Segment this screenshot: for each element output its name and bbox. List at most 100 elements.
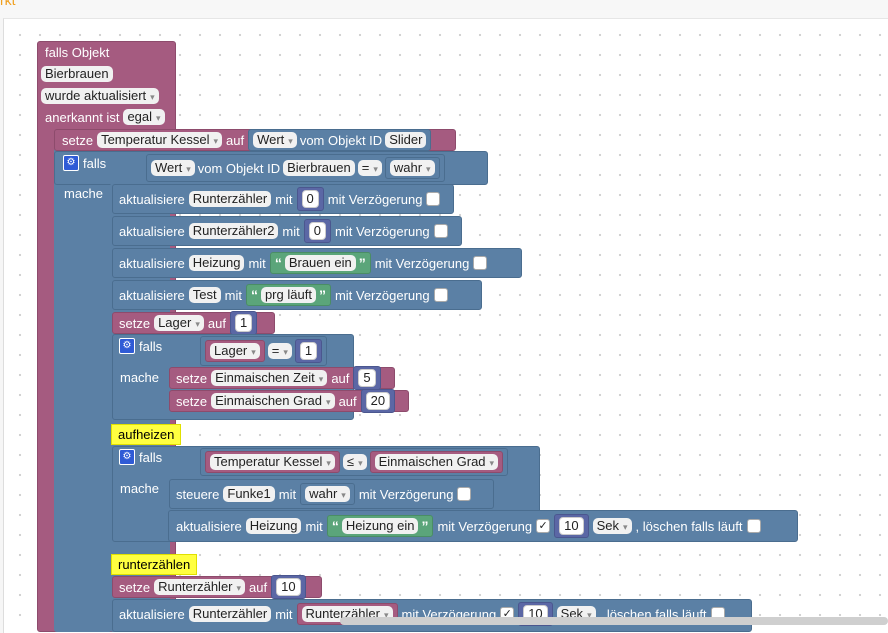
if3-mache-label: mache xyxy=(120,480,160,496)
if3-upd-num[interactable]: 10 xyxy=(559,517,584,535)
gear-icon[interactable]: ⚙ xyxy=(119,449,135,465)
if3-b-block[interactable]: Einmaischen Grad xyxy=(369,451,504,473)
if2-seta-auf: auf xyxy=(331,370,350,386)
checkmark-icon[interactable]: ✓ xyxy=(536,519,551,533)
setze3-auf: auf xyxy=(249,579,268,595)
vom-objekt-label: vom Objekt ID xyxy=(299,132,383,148)
if2-setb-var-dropdown[interactable]: Einmaischen Grad xyxy=(211,393,335,409)
setze2-value[interactable]: 1 xyxy=(234,314,253,332)
if2-seta-value[interactable]: 5 xyxy=(358,369,376,387)
setze2-number-block[interactable]: 1 xyxy=(229,311,258,335)
close-quote-icon: ” xyxy=(421,518,429,534)
gear-icon[interactable]: ⚙ xyxy=(63,155,79,171)
upd3-object-field[interactable]: Heizung xyxy=(188,255,245,271)
horizontal-scrollbar[interactable] xyxy=(340,617,888,625)
upd3-delay-checkbox[interactable] xyxy=(473,256,488,270)
update-runterzaehler2-block[interactable] xyxy=(112,216,462,246)
upd2-value[interactable]: 0 xyxy=(308,222,326,240)
upd4-delay-label: mit Verzögerung xyxy=(334,287,430,303)
if1-bool-dropdown[interactable]: wahr xyxy=(389,160,435,176)
if3-operator-dropdown[interactable]: ≤ xyxy=(342,454,367,470)
upd1-number-block[interactable]: 0 xyxy=(296,187,324,211)
if3-a-block[interactable]: Temperatur Kessel xyxy=(205,451,340,473)
upd1-value[interactable]: 0 xyxy=(301,190,319,208)
update-runterzaehler-block[interactable] xyxy=(112,184,454,214)
comment-aufheizen[interactable]: aufheizen xyxy=(111,424,182,445)
if1-bool-block[interactable]: wahr xyxy=(384,157,440,179)
upd3-delay-label: mit Verzögerung xyxy=(374,255,470,271)
if1-vom-label: vom Objekt ID xyxy=(197,160,281,176)
setze-keyword: setze xyxy=(62,132,94,148)
upd2-number-block[interactable]: 0 xyxy=(303,219,331,243)
trigger-event-dropdown[interactable]: wurde aktualisiert xyxy=(41,88,159,104)
if1-operator-dropdown[interactable]: = xyxy=(357,160,382,176)
comment-runterzaehlen[interactable]: runterzählen xyxy=(111,554,198,575)
if1-mache-label: mache xyxy=(64,185,104,201)
upd4-text-block[interactable]: “ prg läuft ” xyxy=(245,284,331,306)
steuere-object-field[interactable]: Funke1 xyxy=(223,486,275,502)
slider-object-field[interactable]: Slider xyxy=(385,132,427,148)
if2-number-block[interactable]: 1 xyxy=(294,339,323,363)
if3-upd-clear-checkbox[interactable] xyxy=(746,519,761,533)
if3-upd-number-block[interactable]: 10 xyxy=(554,514,589,538)
if2-setb-value[interactable]: 20 xyxy=(365,392,391,410)
if3-upd-unit-dropdown[interactable]: Sek xyxy=(592,518,632,534)
if2-var-dropdown[interactable]: Lager xyxy=(210,343,260,359)
upd1-mit: mit xyxy=(275,191,293,207)
upd4-text-value[interactable]: prg läuft xyxy=(260,287,316,303)
if2-var-block[interactable]: Lager xyxy=(205,340,265,362)
wert-dropdown[interactable]: Wert xyxy=(253,132,297,148)
if3-condition-block[interactable]: Temperatur Kessel ≤ Einmaischen Grad xyxy=(200,448,509,476)
setze3-keyword: setze xyxy=(119,579,151,595)
gear-icon[interactable]: ⚙ xyxy=(119,338,135,354)
wert-vom-objekt-block[interactable]: Wert vom Objekt ID Slider xyxy=(248,129,432,151)
if2-condition-block[interactable]: Lager = 1 xyxy=(200,336,328,366)
upd4-mit: mit xyxy=(224,287,242,303)
steuere-delay-checkbox[interactable] xyxy=(457,487,472,501)
trigger-title: falls Objekt xyxy=(45,44,110,60)
auf-keyword: auf xyxy=(226,132,245,148)
close-quote-icon: ” xyxy=(318,287,326,303)
if3-a-dropdown[interactable]: Temperatur Kessel xyxy=(210,454,335,470)
setze2-var-dropdown[interactable]: Lager xyxy=(154,315,204,331)
if2-value[interactable]: 1 xyxy=(299,342,318,360)
upd4-delay-checkbox[interactable] xyxy=(433,288,448,302)
setze3-var-dropdown[interactable]: Runterzähler xyxy=(154,579,246,595)
if2-setb-number-block[interactable]: 20 xyxy=(360,389,396,413)
ack-label: anerkannt ist xyxy=(45,109,120,125)
if3-upd-text-value[interactable]: Heizung ein xyxy=(341,518,419,534)
close-quote-icon: ” xyxy=(358,255,366,271)
upd1-delay-checkbox[interactable] xyxy=(426,192,441,206)
upd2-object-field[interactable]: Runterzähler2 xyxy=(188,223,279,239)
open-quote-icon: “ xyxy=(331,518,339,534)
steuere-bool-dropdown[interactable]: wahr xyxy=(305,486,350,502)
upd3-text-block[interactable]: “ Brauen ein ” xyxy=(269,252,371,274)
trigger-object-field[interactable]: Bierbrauen xyxy=(41,66,113,82)
upd2-delay-checkbox[interactable] xyxy=(433,224,448,238)
ack-dropdown[interactable]: egal xyxy=(123,109,165,125)
upd1-keyword: aktualisiere xyxy=(119,191,185,207)
setze2-keyword: setze xyxy=(119,315,151,331)
if2-operator-dropdown[interactable]: = xyxy=(267,343,292,359)
if1-condition-block[interactable]: Wert vom Objekt ID Bierbrauen = wahr xyxy=(146,154,445,182)
setze3-value[interactable]: 10 xyxy=(276,578,301,596)
upd3-text-value[interactable]: Brauen ein xyxy=(284,255,356,271)
if3-upd-text-block[interactable]: “ Heizung ein ” xyxy=(326,515,434,537)
upd1-delay-label: mit Verzögerung xyxy=(327,191,423,207)
if3-upd-clear-label: , löschen falls läuft xyxy=(635,518,743,534)
setze-var-dropdown[interactable]: Temperatur Kessel xyxy=(97,132,222,148)
if1-object-field[interactable]: Bierbrauen xyxy=(283,160,355,176)
upd5-object-field[interactable]: Runterzähler xyxy=(188,606,272,622)
if3-upd-delay-label: mit Verzögerung xyxy=(437,518,533,534)
if3-upd-object-field[interactable]: Heizung xyxy=(245,518,302,534)
if2-seta-var-dropdown[interactable]: Einmaischen Zeit xyxy=(211,370,328,386)
setze3-number-block[interactable]: 10 xyxy=(271,575,306,599)
if3-b-dropdown[interactable]: Einmaischen Grad xyxy=(374,454,499,470)
if1-wert-dropdown[interactable]: Wert xyxy=(151,160,195,176)
steuere-bool-block[interactable]: wahr xyxy=(300,483,355,505)
upd4-object-field[interactable]: Test xyxy=(188,287,221,303)
if2-seta-keyword: setze xyxy=(176,370,208,386)
upd3-keyword: aktualisiere xyxy=(119,255,185,271)
upd1-object-field[interactable]: Runterzähler xyxy=(188,191,272,207)
if2-seta-number-block[interactable]: 5 xyxy=(353,366,381,390)
